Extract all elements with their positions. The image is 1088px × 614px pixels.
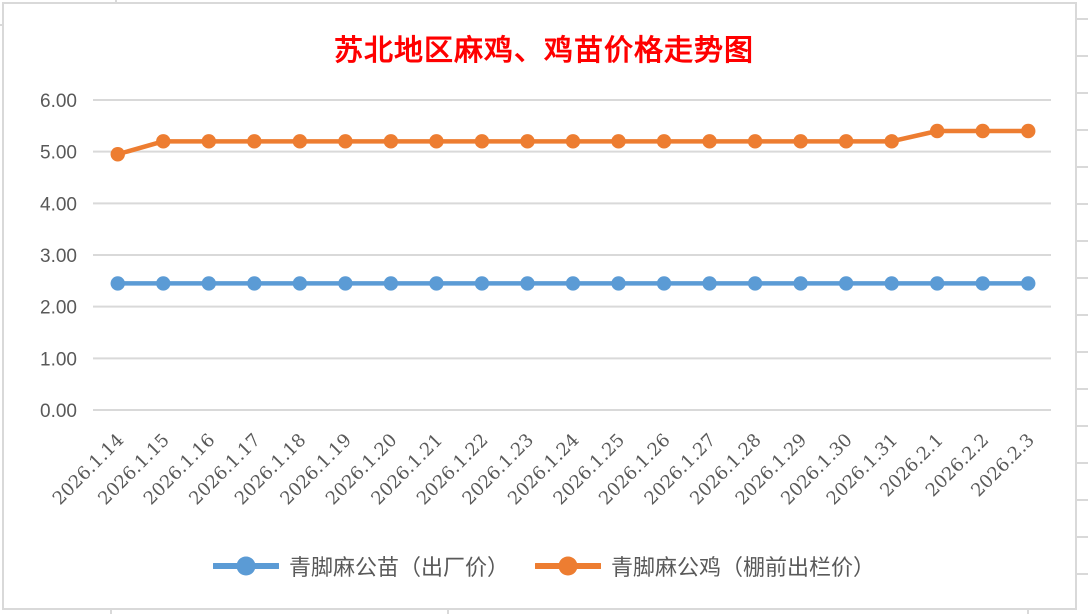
spreadsheet-gridline-stub (447, 610, 449, 614)
data-point (1021, 276, 1036, 291)
data-point (247, 134, 262, 149)
data-point (702, 276, 717, 291)
data-point (429, 276, 444, 291)
spreadsheet-gridline-stub (1077, 277, 1088, 279)
legend-marker-blue-line-icon (212, 556, 279, 576)
spreadsheet-gridline-stub (110, 610, 112, 614)
spreadsheet-gridline-stub (1077, 129, 1088, 131)
legend-label-rooster: 青脚麻公鸡（棚前出栏价） (611, 556, 876, 581)
spreadsheet-gridline-stub (1077, 92, 1088, 94)
y-axis-tick-label: 5.00 (40, 143, 77, 164)
data-point (1021, 123, 1036, 139)
data-point (383, 276, 399, 291)
data-point (201, 276, 217, 291)
legend-marker-orange-line-icon (535, 556, 601, 576)
data-point (975, 276, 990, 291)
spreadsheet-gridline-stub (1077, 573, 1088, 575)
data-point (975, 123, 990, 139)
y-axis-tick-label: 4.00 (40, 194, 77, 215)
data-point (247, 276, 262, 291)
chart-legend: 青脚麻公苗（出厂价） 青脚麻公鸡（棚前出栏价） (0, 550, 1088, 582)
data-point (747, 134, 763, 149)
data-point (429, 134, 444, 149)
data-point (383, 134, 399, 149)
spreadsheet-gridline-stub (1077, 203, 1088, 205)
data-point (929, 123, 945, 139)
spreadsheet-gridline-stub (1077, 166, 1088, 168)
spreadsheet-gridline-stub (1077, 351, 1088, 353)
spreadsheet-gridline-stub (1077, 462, 1088, 464)
spreadsheet-gridline-stub (1077, 240, 1088, 242)
data-point (474, 134, 490, 149)
legend-item-chick: 青脚麻公苗（出厂价） (212, 550, 509, 582)
y-axis-tick-label: 3.00 (40, 246, 77, 267)
y-axis-tick-label: 6.00 (40, 91, 77, 112)
data-point (110, 276, 125, 291)
data-point (156, 134, 171, 149)
spreadsheet-gridline-stub (1077, 425, 1088, 427)
spreadsheet-gridline-stub (115, 0, 117, 2)
spreadsheet-gridline-stub (1077, 18, 1088, 20)
data-point (565, 134, 581, 149)
data-point (338, 134, 353, 149)
data-point (520, 276, 535, 291)
y-axis-tick-label: 0.00 (40, 401, 77, 422)
data-point (838, 134, 854, 149)
data-point (747, 276, 763, 291)
spreadsheet-gridline-stub (0, 24, 2, 26)
chart-title: 苏北地区麻鸡、鸡苗价格走势图 (333, 33, 754, 67)
legend-label-chick: 青脚麻公苗（出厂价） (288, 556, 509, 581)
data-point (292, 134, 308, 149)
data-point (338, 276, 353, 291)
data-point (474, 276, 490, 291)
data-point (793, 276, 808, 291)
data-point (929, 276, 945, 291)
y-axis-tick-label: 1.00 (40, 349, 77, 370)
data-point (884, 276, 899, 291)
data-point (884, 134, 899, 149)
data-point (110, 147, 125, 162)
y-axis-tick-label: 2.00 (40, 298, 77, 319)
data-point (838, 276, 854, 291)
spreadsheet-gridline-stub (1077, 314, 1088, 316)
data-point (656, 276, 672, 291)
data-point (520, 134, 535, 149)
spreadsheet-gridline-stub (1077, 536, 1088, 538)
data-point (201, 134, 217, 149)
legend-item-rooster: 青脚麻公鸡（棚前出栏价） (535, 550, 875, 582)
spreadsheet-gridline-stub (1077, 499, 1088, 501)
data-point (292, 276, 308, 291)
data-point (702, 134, 717, 149)
spreadsheet-gridline-stub (1077, 55, 1088, 57)
spreadsheet-gridline-stub (1027, 610, 1029, 614)
data-point (611, 134, 626, 149)
data-point (156, 276, 171, 291)
data-point (611, 276, 626, 291)
spreadsheet-gridline-stub (1077, 388, 1088, 390)
data-point (793, 134, 808, 149)
data-point (565, 276, 581, 291)
data-point (656, 134, 672, 149)
